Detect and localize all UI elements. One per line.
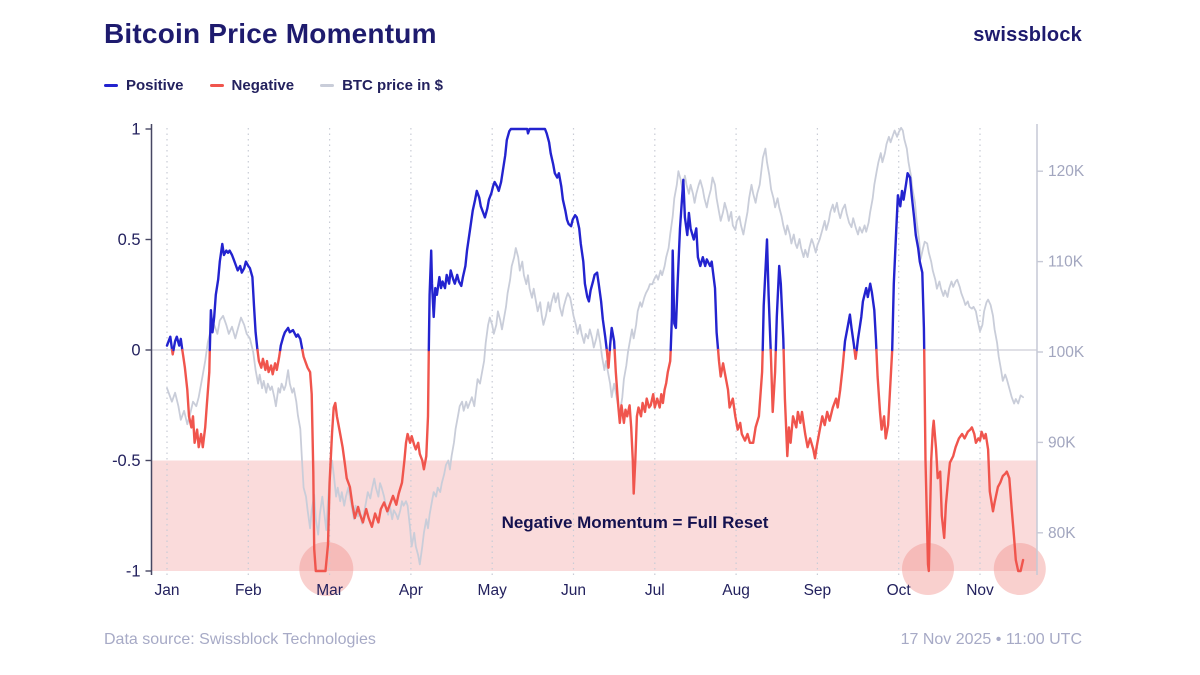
momentum-line-positive bbox=[172, 335, 184, 352]
momentum-line-positive bbox=[165, 335, 174, 352]
left-axis-tick-label: 0 bbox=[131, 342, 140, 360]
momentum-line-negative bbox=[301, 348, 430, 573]
legend-item-positive: Positive bbox=[104, 77, 184, 94]
legend-label-negative: Negative bbox=[231, 77, 295, 94]
momentum-line-negative bbox=[605, 348, 611, 369]
momentum-line-negative bbox=[923, 348, 1025, 573]
momentum-line-positive bbox=[608, 326, 616, 352]
reset-highlight-circle bbox=[993, 543, 1046, 595]
negative-line-swatch-icon bbox=[209, 84, 224, 87]
momentum-line-negative bbox=[170, 348, 175, 356]
negative-reset-band bbox=[151, 460, 1037, 571]
right-axis-tick-label: 110K bbox=[1048, 254, 1084, 271]
brand-logo: swissblock bbox=[973, 24, 1082, 46]
month-tick-label: Sep bbox=[804, 582, 832, 599]
momentum-line-negative bbox=[853, 348, 858, 360]
momentum-line-negative bbox=[256, 348, 282, 376]
momentum-line-positive bbox=[208, 242, 259, 352]
legend-item-btc-price: BTC price in $ bbox=[320, 77, 443, 94]
month-tick-label: Feb bbox=[235, 582, 262, 599]
left-axis-tick-label: 0.5 bbox=[118, 231, 141, 249]
footer-timestamp: 17 Nov 2025 • 11:00 UTC bbox=[900, 631, 1082, 648]
right-axis-tick-label: 80K bbox=[1048, 525, 1076, 542]
btc-price-line-swatch-icon bbox=[320, 84, 335, 87]
page-title: Bitcoin Price Momentum bbox=[104, 18, 437, 49]
btc-price-line bbox=[166, 126, 1024, 566]
momentum-line-positive bbox=[774, 264, 785, 352]
legend: Positive Negative BTC price in $ bbox=[104, 77, 443, 94]
legend-label-btc-price: BTC price in $ bbox=[342, 77, 443, 94]
momentum-line-positive bbox=[761, 238, 772, 352]
momentum-line-positive bbox=[427, 127, 608, 352]
month-tick-label: Oct bbox=[887, 582, 912, 599]
left-axis-tick-label: 1 bbox=[131, 121, 140, 139]
momentum-line-positive bbox=[279, 326, 304, 352]
momentum-line-negative bbox=[181, 348, 212, 449]
momentum-line-positive bbox=[891, 171, 926, 352]
month-tick-label: Jun bbox=[561, 582, 586, 599]
legend-label-positive: Positive bbox=[126, 77, 184, 94]
right-axis-tick-label: 90K bbox=[1048, 434, 1076, 451]
month-tick-label: Mar bbox=[316, 582, 343, 599]
month-tick-label: Nov bbox=[966, 582, 994, 599]
month-tick-label: May bbox=[478, 582, 508, 599]
left-axis-tick-label: -0.5 bbox=[112, 452, 140, 470]
month-tick-label: Apr bbox=[399, 582, 423, 599]
right-axis-tick-label: 120K bbox=[1048, 163, 1085, 180]
momentum-line-positive bbox=[843, 313, 856, 352]
positive-line-swatch-icon bbox=[104, 84, 118, 87]
legend-item-negative: Negative bbox=[209, 77, 295, 94]
left-axis-tick-label: -1 bbox=[126, 563, 141, 581]
momentum-line-positive bbox=[669, 178, 720, 352]
momentum-line-negative bbox=[875, 348, 894, 440]
month-tick-label: Aug bbox=[722, 582, 750, 599]
annotation-full-reset: Negative Momentum = Full Reset bbox=[501, 513, 769, 532]
month-tick-label: Jan bbox=[155, 582, 180, 599]
month-tick-label: Jul bbox=[645, 582, 665, 599]
momentum-line-negative bbox=[769, 348, 777, 414]
momentum-line-negative bbox=[613, 348, 672, 495]
right-axis-tick-label: 100K bbox=[1048, 344, 1085, 361]
momentum-line-negative bbox=[782, 348, 846, 460]
momentum-line-negative bbox=[716, 348, 764, 444]
footer-source: Data source: Swissblock Technologies bbox=[104, 631, 376, 648]
momentum-line-positive bbox=[855, 282, 878, 352]
